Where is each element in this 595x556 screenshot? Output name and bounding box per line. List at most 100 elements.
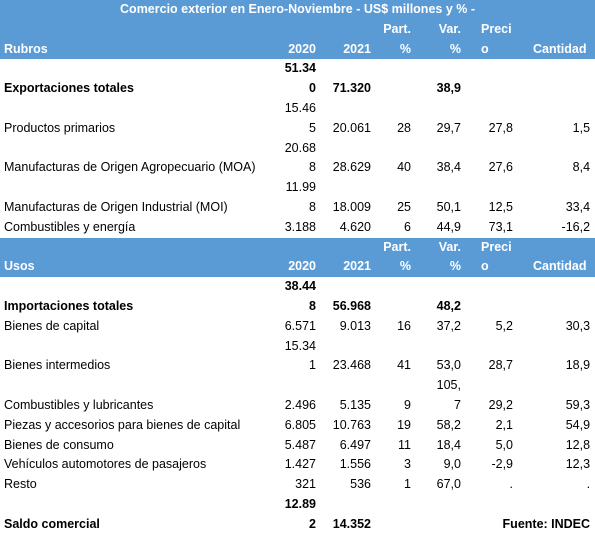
value-cell: 27,8 — [488, 120, 513, 135]
value-cell: 38,4 — [436, 160, 461, 175]
value-cell — [523, 277, 595, 317]
header-cell: 2021 — [318, 19, 373, 60]
value-cell: 41 — [397, 358, 411, 373]
data-row: Importaciones totales 38.448 56.968 48,2 — [0, 277, 595, 317]
value-cell: 12,3 — [565, 457, 591, 472]
header-cell: Precio — [463, 19, 523, 60]
row-label: Importaciones totales — [4, 298, 134, 313]
row-label: Productos primarios — [4, 120, 116, 135]
header-cell: Var. % — [413, 19, 463, 60]
value-cell: 9,0 — [443, 457, 461, 472]
header-cell: Part. % — [373, 19, 413, 60]
header-cell: 2021 — [318, 237, 373, 278]
value-cell: 40 — [397, 160, 411, 175]
value-cell: 28.629 — [332, 160, 371, 175]
value-cell: 29,7 — [436, 120, 461, 135]
value-cell: 11 — [398, 437, 411, 452]
value-cell: 6.497 — [339, 437, 371, 452]
value-cell: 2,1 — [495, 417, 513, 432]
value-cell: 3.188 — [284, 219, 316, 234]
header-cell: Part. % — [373, 237, 413, 278]
header-cell: Precio — [463, 237, 523, 278]
row-label: Combustibles y energía — [4, 219, 136, 234]
value-cell: 12,5 — [488, 199, 513, 214]
row-label: Exportaciones totales — [4, 81, 134, 96]
data-row: Combustibles y energía 3.188 4.620 6 44,9 73,… — [0, 218, 595, 238]
value-cell: 58,2 — [436, 417, 461, 432]
row-label: Piezas y accesorios para bienes de capit… — [4, 417, 241, 432]
value-cell — [373, 277, 413, 317]
value-cell: 44,9 — [436, 219, 461, 234]
data-row: Vehículos automotores de pasajeros 1.427 1… — [0, 455, 595, 475]
row-label: Bienes de consumo — [4, 437, 114, 452]
value-cell: 30,3 — [565, 318, 591, 333]
value-cell: 51.340 — [284, 61, 316, 96]
value-cell: 5.135 — [339, 397, 371, 412]
trade-table: Comercio exterior en Enero-Noviembre - U… — [0, 0, 595, 535]
data-row: Resto 321 536 1 67,0.. — [0, 475, 595, 495]
value-cell: 25 — [397, 199, 411, 214]
value-cell: 10.763 — [332, 417, 371, 432]
value-cell: 1,5 — [572, 120, 591, 135]
value-cell: 14.352 — [332, 516, 371, 531]
header-cell: Cantidad — [523, 237, 595, 278]
table-body: Comercio exterior en Enero-Noviembre - U… — [0, 0, 595, 535]
value-cell: 6.805 — [284, 417, 316, 432]
data-row: Bienes de capital 6.571 9.013 16 37,2 5,2 30,3 — [0, 317, 595, 337]
value-cell: 15.341 — [284, 338, 316, 373]
value-cell: 12,8 — [565, 437, 591, 452]
row-label: Bienes intermedios — [4, 358, 111, 373]
value-cell: -16,2 — [561, 219, 591, 234]
value-cell: 73,1 — [488, 219, 513, 234]
value-cell: 9.013 — [339, 318, 371, 333]
value-cell: . — [586, 477, 591, 492]
value-cell: 12.892 — [284, 496, 316, 531]
value-cell: 1 — [404, 477, 411, 492]
value-cell: 19 — [397, 417, 411, 432]
value-cell: 37,2 — [436, 318, 461, 333]
data-row: Bienes de consumo 5.487 6.497 11 18,4 5,0 12,8 — [0, 436, 595, 456]
value-cell: 8,4 — [572, 160, 591, 175]
value-cell — [463, 277, 523, 317]
value-cell — [373, 59, 413, 99]
row-label: Saldo comercial — [4, 516, 100, 531]
value-cell: . — [509, 477, 513, 492]
value-cell: 5,0 — [495, 437, 513, 452]
header-cell: 2020 — [268, 237, 318, 278]
source-note: Fuente: INDEC — [502, 516, 591, 531]
header-cell: 2020 — [268, 19, 318, 60]
value-cell: 11.998 — [285, 180, 316, 214]
value-cell: 2.496 — [284, 397, 316, 412]
title-row: Comercio exterior en Enero-Noviembre - U… — [0, 0, 595, 20]
value-cell: 5.487 — [284, 437, 316, 452]
data-row: Productos primarios 15.465 20.061 28 29,7 27,… — [0, 99, 595, 139]
value-cell: 20.061 — [332, 120, 371, 135]
data-row: Combustibles y lubricantes 2.496 5.135 9 105… — [0, 376, 595, 416]
value-cell: 16 — [397, 318, 411, 333]
value-cell: 23.468 — [332, 358, 371, 373]
header-cell: Rubros — [0, 19, 268, 60]
value-cell: 6 — [404, 219, 411, 234]
value-cell: -2,9 — [491, 457, 513, 472]
value-cell: 56.968 — [332, 298, 371, 313]
value-cell: 6.571 — [284, 318, 316, 333]
value-cell: 27,6 — [488, 160, 513, 175]
value-cell: 105,7 — [436, 378, 461, 412]
value-cell: 48,2 — [436, 298, 461, 313]
header-row: Usos 2020 2021 Part. % Var. % Precio Cantidad — [0, 237, 595, 278]
empty-cell — [413, 495, 463, 535]
value-cell: 1.427 — [284, 457, 316, 472]
footer-row: Saldo comercial 12.892 14.352 Fuente: INDEC — [0, 495, 595, 535]
row-label: Vehículos automotores de pasajeros — [4, 457, 207, 472]
value-cell: 1.556 — [339, 457, 371, 472]
value-cell: 15.465 — [284, 100, 316, 135]
value-cell: 536 — [350, 477, 371, 492]
header-cell: Cantidad — [523, 19, 595, 60]
value-cell: 321 — [295, 477, 316, 492]
value-cell: 18.009 — [332, 199, 371, 214]
data-row: Exportaciones totales 51.340 71.320 38,9 — [0, 59, 595, 99]
value-cell: 3 — [404, 457, 411, 472]
value-cell: 53,0 — [436, 358, 461, 373]
data-row: Bienes intermedios 15.341 23.468 41 53,0 28,7… — [0, 337, 595, 377]
empty-cell — [373, 495, 413, 535]
